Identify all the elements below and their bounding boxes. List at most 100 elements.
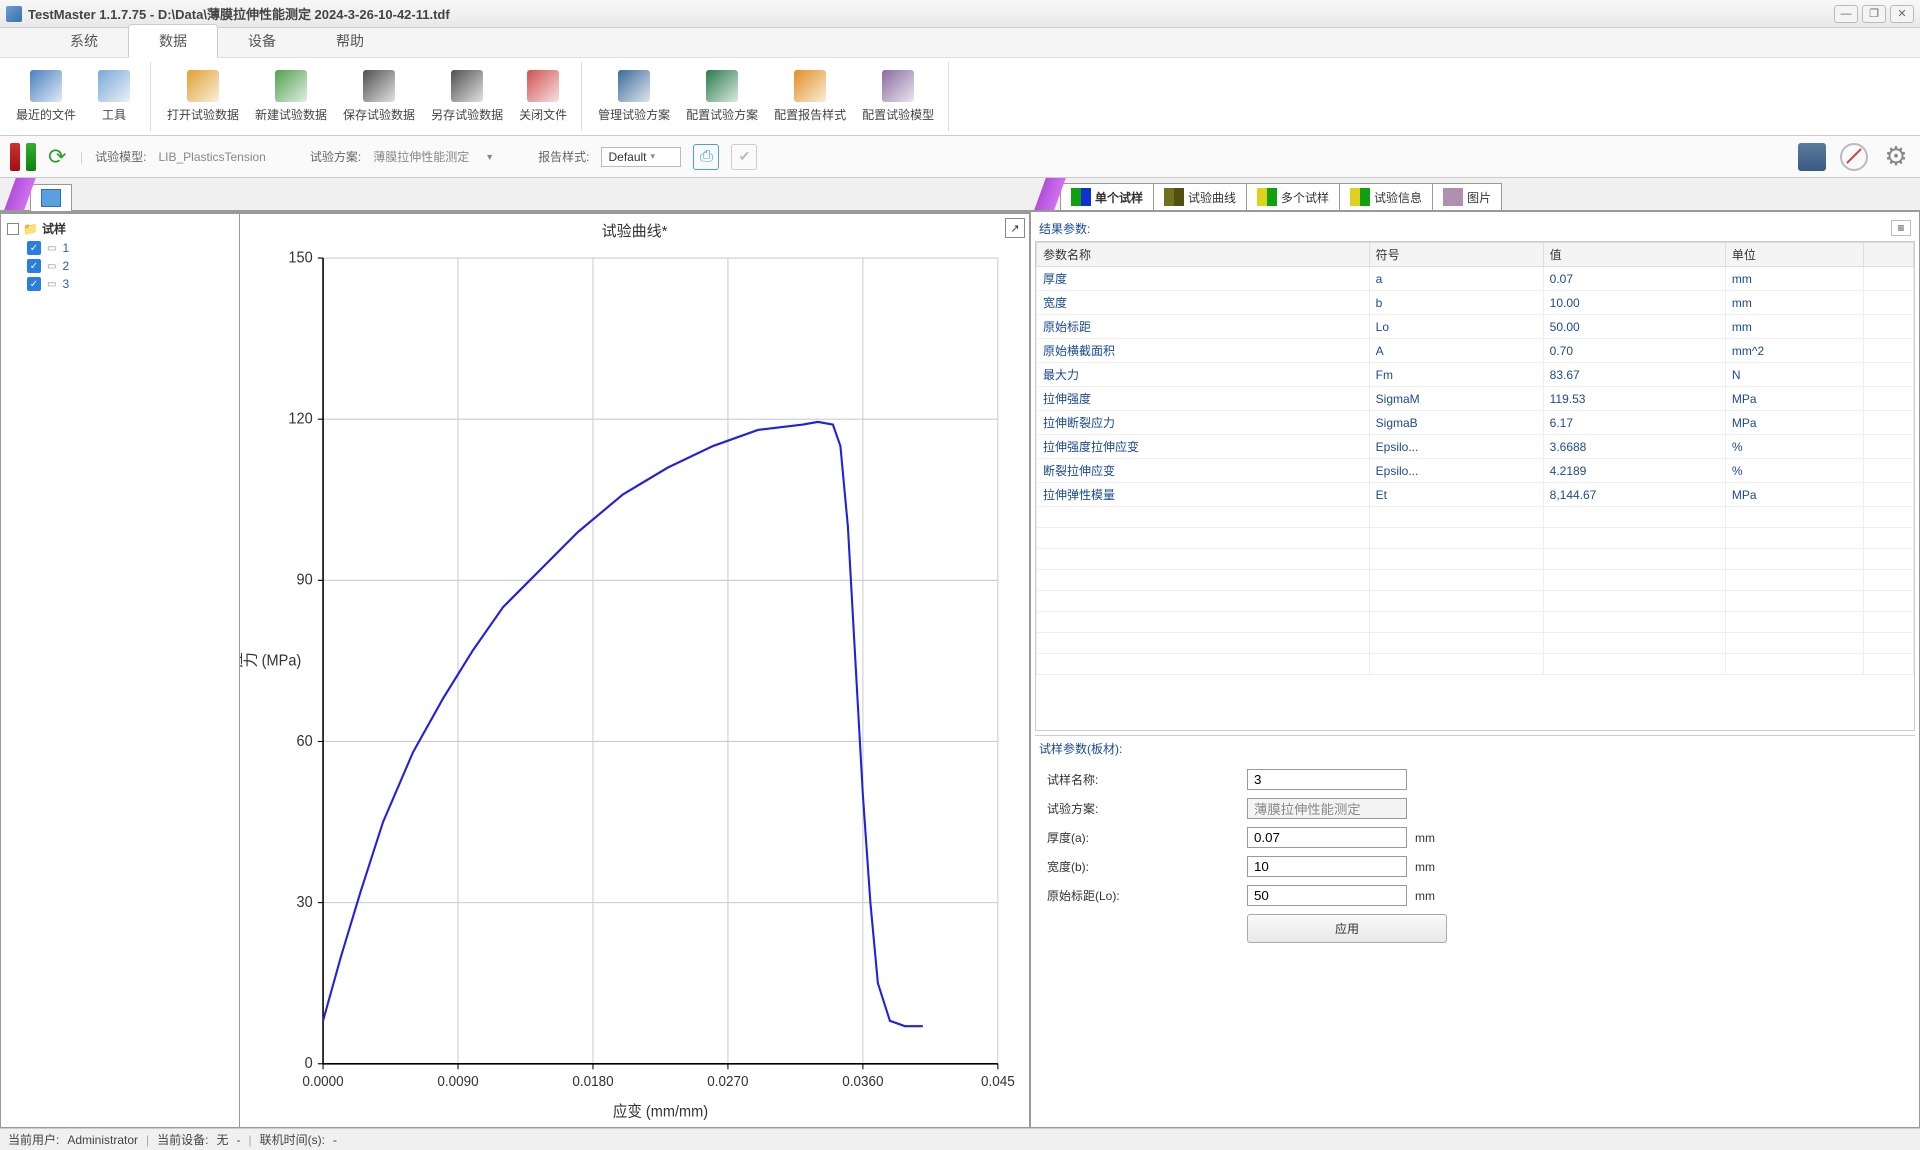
results-column-header[interactable]: 符号: [1369, 243, 1543, 267]
right-tab-label: 单个试样: [1095, 189, 1143, 206]
disconnect-icon[interactable]: [1840, 143, 1868, 171]
results-column-header[interactable]: 单位: [1725, 243, 1863, 267]
tree-root-checkbox[interactable]: [7, 223, 19, 235]
menu-tab-0[interactable]: 系统: [40, 25, 128, 57]
results-row[interactable]: 拉伸弹性模量Et8,144.67MPa: [1037, 483, 1914, 507]
ribbon-btn-1-4[interactable]: 关闭文件: [511, 62, 575, 131]
param-input-2[interactable]: [1247, 827, 1407, 848]
results-row[interactable]: 断裂拉伸应变Epsilo...4.2189%: [1037, 459, 1914, 483]
maximize-button[interactable]: ❐: [1862, 5, 1886, 23]
close-button[interactable]: ✕: [1890, 5, 1914, 23]
results-section-title: 结果参数:: [1035, 216, 1915, 241]
param-input-4[interactable]: [1247, 885, 1407, 906]
status-offline-label: 联机时间(s):: [260, 1131, 325, 1148]
ribbon-btn-1-1[interactable]: 新建试验数据: [247, 62, 335, 131]
tree-root-label: 试样: [42, 220, 66, 237]
ribbon-icon: [30, 70, 62, 102]
print-preview-icon[interactable]: ⎙: [693, 144, 719, 170]
ribbon-icon: [275, 70, 307, 102]
tree-item-label: 1: [62, 241, 69, 255]
test-model-label: 试验模型:: [95, 148, 146, 165]
tree-root[interactable]: 📁 试样: [7, 220, 233, 237]
ribbon-label: 最近的文件: [16, 106, 76, 123]
right-tab-icon: [1443, 188, 1463, 206]
minimize-button[interactable]: —: [1834, 5, 1858, 23]
menu-bar: 系统数据设备帮助: [0, 28, 1920, 58]
param-input-3[interactable]: [1247, 856, 1407, 877]
chart-expand-button[interactable]: ↗: [1005, 218, 1025, 238]
apply-button[interactable]: 应用: [1247, 914, 1447, 943]
right-tab-2[interactable]: 多个试样: [1247, 183, 1340, 210]
svg-text:0.0270: 0.0270: [707, 1072, 748, 1088]
test-plan-value[interactable]: 薄膜拉伸性能测定: [373, 148, 469, 165]
test-plan-dropdown-icon[interactable]: ▼: [485, 152, 494, 162]
ribbon-icon: [98, 70, 130, 102]
check-icon[interactable]: ✔: [731, 144, 757, 170]
report-style-combo[interactable]: Default▾: [601, 147, 681, 167]
settings-gear-icon[interactable]: ⚙: [1882, 143, 1910, 171]
results-menu-button[interactable]: ≡: [1891, 220, 1911, 236]
folder-icon: 📁: [23, 222, 38, 236]
right-tab-3[interactable]: 试验信息: [1340, 183, 1433, 210]
right-tab-icon: [1071, 188, 1091, 206]
right-tab-0[interactable]: 单个试样: [1060, 183, 1154, 210]
menu-tab-2[interactable]: 设备: [218, 25, 306, 57]
param-input-0[interactable]: [1247, 769, 1407, 790]
tree-item-checkbox[interactable]: ✓: [27, 277, 41, 291]
chart-title: 试验曲线*: [240, 214, 1029, 247]
menu-tab-3[interactable]: 帮助: [306, 25, 394, 57]
results-row[interactable]: 拉伸强度SigmaM119.53MPa: [1037, 387, 1914, 411]
tree-item-3[interactable]: ✓▭3: [27, 277, 233, 291]
title-bar: TestMaster 1.1.7.75 - D:\Data\薄膜拉伸性能测定 2…: [0, 0, 1920, 28]
results-row[interactable]: 原始横截面积A0.70mm^2: [1037, 339, 1914, 363]
ribbon-btn-2-0[interactable]: 管理试验方案: [590, 62, 678, 131]
status-user-label: 当前用户:: [8, 1131, 59, 1148]
svg-text:0.045: 0.045: [981, 1072, 1015, 1088]
results-row[interactable]: 原始标距Lo50.00mm: [1037, 315, 1914, 339]
right-tab-icon: [1164, 188, 1184, 206]
results-row[interactable]: 拉伸断裂应力SigmaB6.17MPa: [1037, 411, 1914, 435]
ribbon-label: 打开试验数据: [167, 106, 239, 123]
results-column-header[interactable]: 参数名称: [1037, 243, 1370, 267]
ribbon-btn-0-0[interactable]: 最近的文件: [8, 62, 84, 131]
svg-text:0: 0: [305, 1055, 313, 1073]
menu-tab-1[interactable]: 数据: [128, 24, 218, 58]
param-label: 宽度(b):: [1047, 858, 1247, 875]
svg-text:应变 (mm/mm): 应变 (mm/mm): [613, 1102, 708, 1121]
sample-icon: ▭: [47, 261, 56, 272]
svg-text:0.0360: 0.0360: [842, 1072, 883, 1088]
ribbon-btn-2-1[interactable]: 配置试验方案: [678, 62, 766, 131]
refresh-icon[interactable]: ⟳: [48, 143, 68, 171]
device-icon[interactable]: [1798, 143, 1826, 171]
right-tab-label: 图片: [1467, 189, 1491, 206]
ribbon-btn-1-0[interactable]: 打开试验数据: [159, 62, 247, 131]
right-tab-4[interactable]: 图片: [1433, 183, 1502, 210]
sample-params-title: 试样参数(板材):: [1035, 736, 1915, 761]
tree-item-1[interactable]: ✓▭1: [27, 241, 233, 255]
tree-item-2[interactable]: ✓▭2: [27, 259, 233, 273]
ribbon-btn-2-3[interactable]: 配置试验模型: [854, 62, 942, 131]
ribbon-btn-2-2[interactable]: 配置报告样式: [766, 62, 854, 131]
sample-tree: 📁 试样 ✓▭1✓▭2✓▭3: [0, 213, 240, 1128]
param-label: 试样名称:: [1047, 771, 1247, 788]
param-label: 原始标距(Lo):: [1047, 887, 1247, 904]
green-marker-icon[interactable]: [26, 143, 36, 171]
ribbon-icon: [618, 70, 650, 102]
ribbon-label: 配置试验方案: [686, 106, 758, 123]
results-row[interactable]: 宽度b10.00mm: [1037, 291, 1914, 315]
results-row[interactable]: 拉伸强度拉伸应变Epsilo...3.6688%: [1037, 435, 1914, 459]
results-row[interactable]: 厚度a0.07mm: [1037, 267, 1914, 291]
ribbon-btn-1-2[interactable]: 保存试验数据: [335, 62, 423, 131]
left-tab-chart[interactable]: [30, 184, 72, 211]
right-tab-1[interactable]: 试验曲线: [1154, 183, 1247, 210]
results-row[interactable]: 最大力Fm83.67N: [1037, 363, 1914, 387]
ribbon-btn-0-1[interactable]: 工具: [84, 62, 144, 131]
tree-item-checkbox[interactable]: ✓: [27, 259, 41, 273]
tree-item-checkbox[interactable]: ✓: [27, 241, 41, 255]
ribbon-label: 工具: [102, 106, 126, 123]
status-offline-value: -: [333, 1133, 337, 1147]
red-marker-icon[interactable]: [10, 143, 20, 171]
results-column-header[interactable]: 值: [1543, 243, 1725, 267]
ribbon-btn-1-3[interactable]: 另存试验数据: [423, 62, 511, 131]
ribbon-icon: [451, 70, 483, 102]
